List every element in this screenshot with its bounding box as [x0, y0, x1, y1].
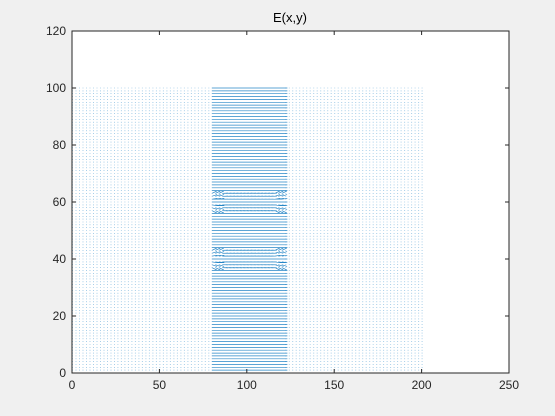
y-tick-label: 0: [59, 366, 66, 380]
y-tick-label: 100: [46, 81, 66, 95]
y-tick-label: 80: [53, 138, 67, 152]
x-axis-ticks: 0 50 100 150 200 250: [69, 31, 519, 392]
x-tick-label: 200: [412, 378, 432, 392]
axes-background: [72, 31, 509, 373]
y-axis-ticks: 0 20 40 60 80 100 120: [46, 24, 509, 380]
y-tick-label: 40: [53, 252, 67, 266]
y-tick-label: 20: [53, 309, 67, 323]
y-tick-label: 60: [53, 195, 67, 209]
y-tick-label: 120: [46, 24, 66, 38]
vector-field: [72, 87, 423, 374]
x-tick-label: 50: [153, 378, 167, 392]
field-arrows-dense-band: [211, 87, 288, 374]
x-tick-label: 150: [324, 378, 344, 392]
chart-title: E(x,y): [273, 10, 307, 25]
x-tick-label: 0: [69, 378, 76, 392]
x-tick-label: 100: [237, 378, 257, 392]
x-tick-label: 250: [499, 378, 519, 392]
